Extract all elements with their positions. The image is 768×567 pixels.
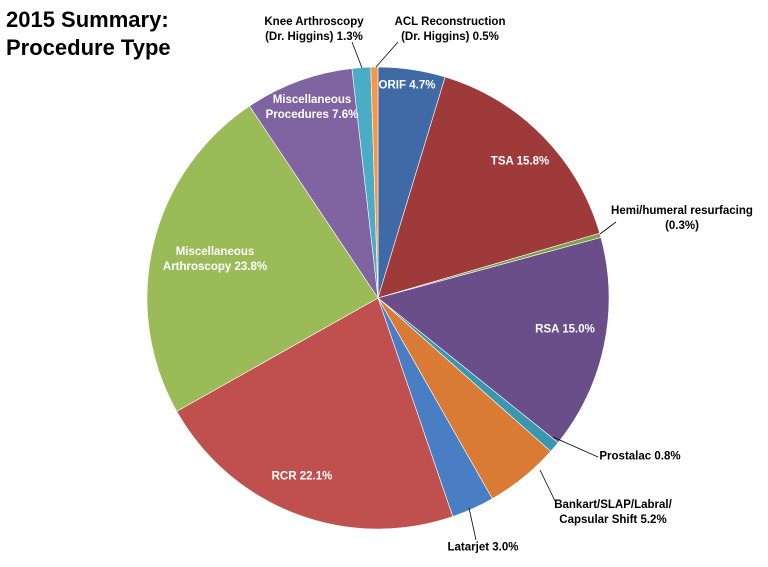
value-label: 3.0% [492, 541, 519, 554]
category-label: Miscellaneous Procedures [265, 94, 352, 121]
leader-line [468, 507, 477, 541]
leader-line [351, 41, 363, 69]
slice-label: TSA 15.8% [465, 155, 575, 170]
pie-slice [370, 66, 379, 299]
leader-line [552, 436, 599, 458]
category-label: Latarjet [447, 541, 490, 554]
value-label: 7.6% [332, 109, 359, 121]
category-label: RSA [535, 323, 560, 336]
pie-slice [377, 237, 610, 444]
value-label: 15.0% [562, 323, 595, 336]
value-label: (0.3%) [665, 220, 699, 232]
value-label: 15.8% [516, 155, 550, 168]
category-label: Bankart/SLAP/Labral/ Capsular Shift [554, 499, 672, 526]
pie-slice [377, 76, 601, 299]
slice-label: Bankart/SLAP/Labral/ Capsular Shift 5.2% [551, 498, 676, 528]
slice-label: RCR 22.1% [247, 470, 357, 485]
chart-title: 2015 Summary: Procedure Type [6, 7, 171, 60]
slice-label: Knee Arthroscopy (Dr. Higgins) 1.3% [259, 15, 369, 45]
slice-label: RSA 15.0% [510, 323, 620, 338]
value-label: 23.8% [234, 261, 268, 273]
value-label: 22.1% [299, 470, 333, 483]
category-label: Prostalac [599, 450, 652, 463]
category-label: Hemi/humeral resurfacing [611, 205, 753, 217]
slice-label: ACL Reconstruction (Dr. Higgins) 0.5% [390, 15, 510, 45]
slice-label: Hemi/humeral resurfacing (0.3%) [600, 204, 765, 234]
value-label: 1.3% [336, 31, 363, 43]
pie-slice [176, 297, 454, 530]
pie-slice [146, 105, 379, 412]
slice-label: Miscellaneous Arthroscopy 23.8% [155, 245, 275, 275]
category-label: RCR [271, 470, 297, 483]
leader-line [539, 469, 557, 504]
category-label: ORIF [378, 79, 407, 92]
category-label: ACL Reconstruction (Dr. Higgins) [394, 16, 506, 43]
slice-label: Miscellaneous Procedures 7.6% [257, 93, 367, 123]
value-label: 4.7% [409, 79, 436, 92]
slice-label: Prostalac 0.8% [585, 450, 695, 465]
value-label: 5.2% [640, 514, 667, 526]
pie-slice [249, 68, 379, 299]
category-label: Knee Arthroscopy (Dr. Higgins) [264, 16, 364, 43]
value-label: 0.8% [654, 450, 681, 463]
leader-line [375, 41, 399, 68]
category-label: TSA [490, 155, 514, 168]
value-label: 0.5% [472, 31, 499, 43]
leader-line [599, 221, 617, 235]
category-label: Miscellaneous Arthroscopy [162, 246, 255, 273]
slice-label: Latarjet 3.0% [428, 541, 538, 556]
slice-label: ORIF 4.7% [362, 79, 452, 94]
